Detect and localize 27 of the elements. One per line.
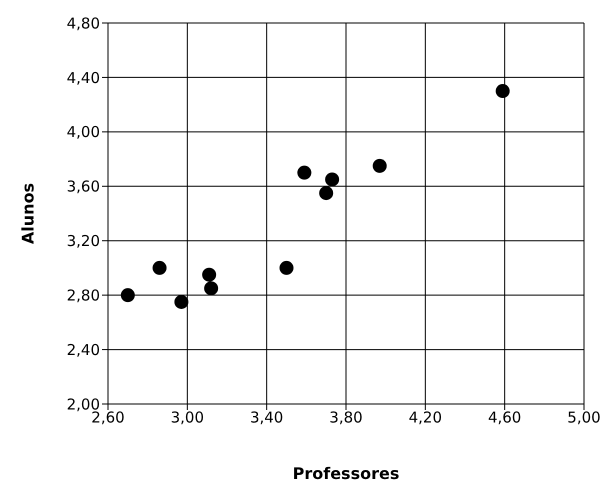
y-tick-label: 2,40 bbox=[66, 340, 100, 359]
y-tick-label: 4,80 bbox=[66, 14, 100, 32]
point bbox=[202, 268, 216, 282]
y-tick-label: 3,60 bbox=[66, 178, 100, 196]
x-axis-title: Professores bbox=[292, 464, 400, 483]
point bbox=[325, 172, 340, 186]
point bbox=[372, 158, 387, 173]
point bbox=[204, 281, 218, 296]
x-tick-label: 3,00 bbox=[170, 408, 204, 427]
x-tick-label: 4,20 bbox=[408, 408, 442, 427]
x-tick-label: 2,60 bbox=[91, 408, 125, 427]
y-tick-label: 3,20 bbox=[66, 232, 100, 250]
point bbox=[496, 84, 510, 98]
point bbox=[120, 288, 135, 302]
y-tick-label: 4,40 bbox=[66, 68, 100, 87]
x-tick-label: 3,40 bbox=[250, 408, 284, 427]
y-axis-title: Alunos bbox=[18, 182, 38, 244]
y-tick-label: 2,80 bbox=[66, 286, 100, 304]
point bbox=[174, 294, 188, 309]
x-tick-label: 4,60 bbox=[488, 408, 522, 427]
x-tick-label: 5,00 bbox=[567, 408, 601, 427]
point bbox=[280, 260, 294, 275]
point bbox=[152, 260, 167, 275]
point bbox=[297, 166, 312, 180]
point bbox=[319, 186, 334, 200]
x-tick-label: 3,80 bbox=[329, 408, 363, 427]
y-tick-label: 4,00 bbox=[66, 123, 100, 142]
